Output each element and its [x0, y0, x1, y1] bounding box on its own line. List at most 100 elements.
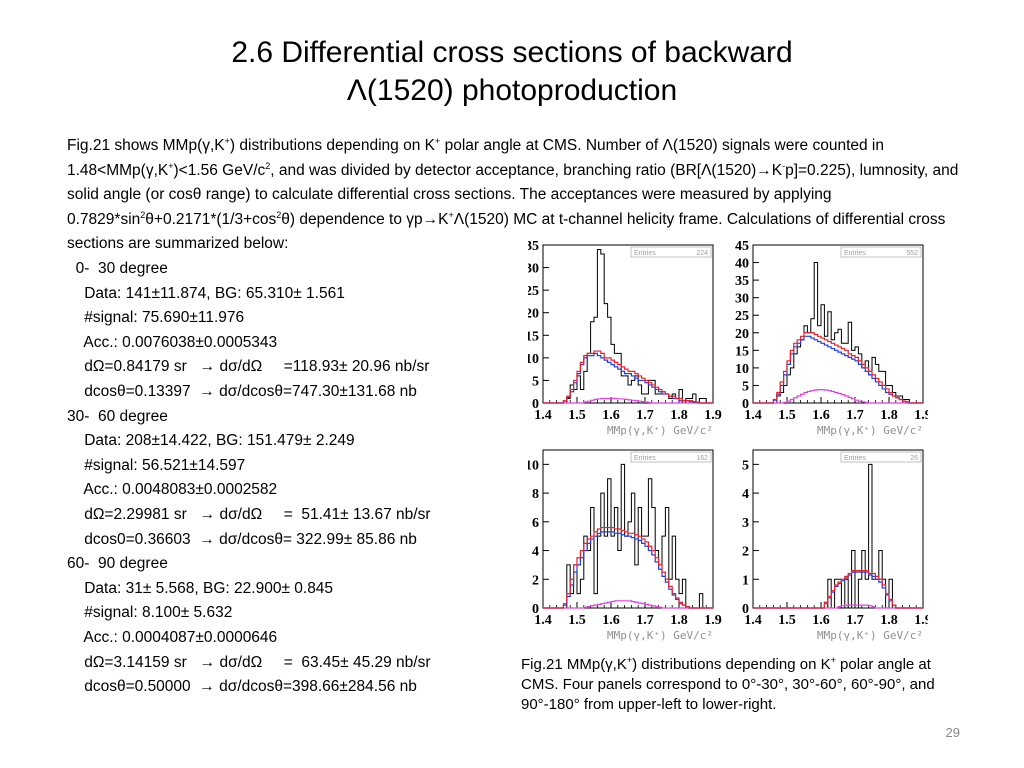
x-axis-title: MMp(γ,K⁺) GeV/c² [817, 424, 923, 437]
x-tick-label: 1.6 [812, 408, 830, 423]
results-line: Data: 141±11.874, BG: 65.310± 1.561 [67, 284, 345, 302]
caption-sup: + [626, 655, 633, 665]
intro-sup: + [168, 160, 174, 171]
x-tick-label: 1.8 [880, 408, 898, 423]
results-line: Data: 208±14.422, BG: 151.479± 2.249 [67, 432, 355, 450]
stats-entries: 552 [906, 250, 918, 257]
data-histogram [543, 463, 713, 609]
intro-text: )<1.56 GeV/c [173, 161, 266, 179]
y-tick-label: 15 [735, 344, 749, 359]
results-list: 0- 30 degree Data: 141±11.874, BG: 65.31… [67, 257, 507, 700]
y-tick-label: 35 [735, 274, 749, 289]
x-tick-label: 1.9 [704, 408, 722, 423]
x-tick-label: 1.6 [602, 613, 620, 628]
results-line: dΩ=3.14159 sr → dσ/dΩ = 63.45± 45.29 nb/… [67, 653, 431, 671]
y-tick-label: 6 [532, 516, 539, 531]
background-curve [543, 600, 713, 609]
intro-text: θ) dependence to γp→K [281, 210, 449, 228]
x-tick-label: 1.7 [636, 408, 654, 423]
results-line: dcos0=0.36603 → dσ/dcosθ= 322.99± 85.86 … [67, 530, 417, 548]
intro-sup: 2 [265, 160, 271, 171]
stats-box [840, 451, 922, 463]
slide-title-line1: 2.6 Differential cross sections of backw… [231, 36, 793, 69]
y-tick-label: 2 [532, 573, 539, 588]
results-line: 60- 90 degree [67, 555, 168, 573]
x-tick-label: 1.9 [914, 408, 928, 423]
y-tick-label: 25 [735, 309, 749, 324]
stats-label: Entries [844, 455, 866, 462]
y-tick-label: 4 [532, 545, 539, 560]
signal-curve [543, 352, 713, 404]
results-line: Acc.: 0.0004087±0.0000646 [67, 628, 278, 646]
intro-text: p]=0.225), lumnosity, and solid angle (o… [67, 161, 959, 228]
y-tick-label: 45 [735, 240, 749, 254]
stats-box [840, 246, 922, 258]
y-tick-label: 10 [735, 362, 749, 377]
y-tick-label: 20 [735, 327, 749, 342]
intro-sup: - [782, 160, 786, 171]
intro-sup: + [435, 136, 441, 146]
y-tick-label: 5 [742, 458, 749, 473]
background-curve [543, 397, 713, 404]
x-tick-label: 1.4 [744, 613, 762, 628]
results-line: Acc.: 0.0048083±0.0002582 [67, 481, 278, 499]
x-tick-label: 1.7 [846, 408, 864, 423]
y-tick-label: 15 [528, 329, 539, 344]
x-tick-label: 1.8 [880, 613, 898, 628]
results-line: dcosθ=0.50000 → dσ/dcosθ=398.66±284.56 n… [67, 678, 417, 696]
caption-sup: + [830, 655, 836, 665]
x-axis-title: MMp(γ,K⁺) GeV/c² [817, 629, 923, 642]
intro-text: ) distributions depending on K [229, 137, 435, 154]
slide-title: 2.6 Differential cross sections of backw… [0, 34, 1024, 110]
results-line: dΩ=0.84179 sr → dσ/dΩ =118.93± 20.96 nb/… [67, 358, 430, 376]
x-tick-label: 1.6 [812, 613, 830, 628]
total-fit-curve [543, 526, 713, 609]
y-tick-label: 30 [528, 262, 539, 277]
y-tick-label: 5 [742, 379, 749, 394]
y-tick-label: 0 [532, 602, 539, 617]
x-tick-label: 1.7 [846, 613, 864, 628]
y-tick-label: 5 [532, 374, 539, 389]
y-tick-label: 40 [735, 257, 749, 272]
slide-title-line2: Λ(1520) photoproduction [346, 74, 678, 107]
x-tick-label: 1.7 [636, 613, 654, 628]
results-line: 0- 30 degree [67, 260, 168, 277]
y-tick-label: 3 [742, 516, 749, 531]
y-tick-label: 10 [528, 352, 539, 367]
x-tick-label: 1.5 [568, 408, 586, 423]
intro-text: θ+0.2171*(1/3+cos [145, 210, 277, 228]
intro-sup: + [448, 209, 454, 220]
total-fit-curve [543, 350, 713, 404]
x-axis-title: MMp(γ,K⁺) GeV/c² [607, 424, 713, 437]
stats-box [630, 451, 712, 463]
x-tick-label: 1.5 [778, 613, 796, 628]
intro-sup: 2 [276, 209, 282, 220]
x-tick-label: 1.9 [914, 613, 928, 628]
intro-paragraph: Fig.21 shows MMp(γ,K+) distributions dep… [67, 134, 962, 257]
y-tick-label: 2 [742, 545, 749, 560]
y-tick-label: 35 [528, 240, 539, 254]
intro-text: Fig.21 shows MMp(γ,K [67, 137, 225, 154]
caption-text: ) distributions depending on K [632, 656, 831, 673]
background-curve [753, 389, 923, 404]
stats-box [630, 246, 712, 258]
y-tick-label: 0 [742, 397, 749, 412]
stats-label: Entries [634, 455, 656, 462]
x-tick-label: 1.5 [778, 408, 796, 423]
x-tick-label: 1.9 [704, 613, 722, 628]
intro-text: , and was divided by detector acceptance… [270, 161, 783, 179]
stats-label: Entries [844, 250, 866, 257]
x-tick-label: 1.4 [744, 408, 762, 423]
x-tick-label: 1.6 [602, 408, 620, 423]
intro-text: Λ(1520) MC at t-channel helicity frame. … [67, 210, 946, 253]
y-tick-label: 1 [742, 573, 749, 588]
y-tick-label: 25 [528, 284, 539, 299]
x-tick-label: 1.4 [534, 408, 552, 423]
caption-text: Fig.21 MMp(γ,K [521, 656, 627, 673]
x-axis-title: MMp(γ,K⁺) GeV/c² [607, 629, 713, 642]
results-line: #signal: 56.521±14.597 [67, 456, 246, 474]
x-tick-label: 1.4 [534, 613, 552, 628]
results-line: dΩ=2.29981 sr → dσ/dΩ = 51.41± 13.67 nb/… [67, 505, 431, 523]
y-tick-label: 8 [532, 487, 539, 502]
